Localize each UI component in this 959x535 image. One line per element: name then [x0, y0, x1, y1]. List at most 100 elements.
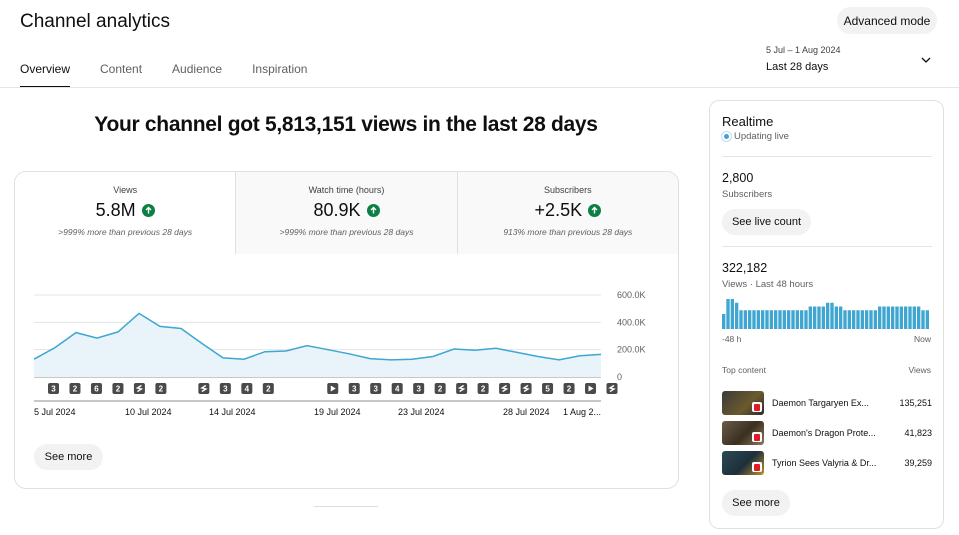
shorts-icon [522, 384, 530, 393]
realtime-bar-chart[interactable] [722, 299, 932, 329]
marker-count: 2 [159, 385, 164, 394]
realtime-bar [886, 306, 890, 329]
video-title: Daemon's Dragon Prote... [772, 428, 876, 438]
date-range-picker[interactable]: 5 Jul – 1 Aug 2024 Last 28 days [766, 45, 841, 73]
views-chart[interactable]: 600.0K 400.0K 200.0K 0 3 2 6 2 2 3 4 2 3 3 4 3 2 2 5 2 5 Jul… [15, 172, 679, 442]
metric-tab-watch-time[interactable]: Watch time (hours) 80.9K >999% more than… [235, 172, 457, 254]
live-dot-icon [721, 131, 732, 142]
shorts-badge-icon [752, 462, 762, 472]
metric-tab-views[interactable]: Views 5.8M >999% more than previous 28 d… [15, 172, 236, 254]
metric-value: +2.5K [534, 200, 583, 220]
metric-delta: >999% more than previous 28 days [279, 227, 414, 237]
metric-delta: 913% more than previous 28 days [503, 227, 633, 237]
realtime-bar [778, 310, 782, 329]
realtime-bar [774, 310, 778, 329]
marker-box [219, 383, 231, 394]
arrow-up-icon [141, 204, 155, 217]
marker-count: 2 [481, 385, 486, 394]
realtime-bar [752, 310, 756, 329]
tab-content[interactable]: Content [100, 62, 143, 76]
marker-box [155, 383, 167, 394]
scroll-indicator [314, 506, 378, 507]
realtime-bar [912, 306, 916, 329]
realtime-bar [756, 310, 760, 329]
publish-count-marker: 3 [48, 383, 59, 394]
realtime-bar [769, 310, 773, 329]
realtime-title: Realtime [722, 114, 774, 129]
tab-overview[interactable]: Overview [20, 62, 71, 88]
publish-count-marker: 5 [542, 383, 554, 394]
y-tick-label: 600.0K [617, 290, 646, 300]
tab-audience[interactable]: Audience [172, 62, 223, 76]
tab-inspiration[interactable]: Inspiration [252, 62, 308, 76]
realtime-bar [795, 310, 799, 329]
x-tick-label: 23 Jul 2024 [398, 407, 445, 417]
realtime-bar [748, 310, 752, 329]
publish-count-marker: 2 [434, 383, 446, 394]
bar-axis-start: -48 h [722, 334, 742, 344]
top-content-label: Top content [722, 365, 766, 375]
x-tick-label: 10 Jul 2024 [125, 407, 172, 417]
shorts-marker-icon [198, 383, 210, 394]
top-content-row[interactable]: Daemon's Dragon Prote... 41,823 [722, 421, 932, 445]
video-views: 135,251 [899, 398, 932, 408]
see-more-button[interactable]: See more [34, 444, 103, 470]
metric-tab-subscribers[interactable]: Subscribers +2.5K 913% more than previou… [456, 172, 678, 254]
marker-box [434, 383, 446, 394]
realtime-bar [726, 299, 730, 329]
realtime-bar [800, 310, 804, 329]
realtime-bar [765, 310, 769, 329]
marker-box [69, 383, 81, 394]
realtime-see-more-button[interactable]: See more [722, 490, 790, 516]
realtime-bar [869, 310, 873, 329]
date-range-label: Last 28 days [766, 61, 829, 73]
marker-box [90, 383, 102, 394]
shorts-marker-icon [606, 383, 618, 394]
top-content-row[interactable]: Tyrion Sees Valyria & Dr... 39,259 [722, 451, 932, 475]
realtime-bar [821, 306, 825, 329]
publish-count-marker: 3 [413, 383, 425, 394]
top-content-row[interactable]: Daemon Targaryen Ex... 135,251 [722, 391, 932, 415]
advanced-mode-button[interactable]: Advanced mode [837, 7, 937, 34]
chevron-down-icon[interactable] [920, 54, 932, 66]
realtime-bar [730, 299, 734, 329]
y-tick-label: 200.0K [617, 345, 646, 355]
realtime-bar [847, 310, 851, 329]
video-marker-icon [327, 383, 339, 394]
y-tick-label: 0 [617, 372, 622, 382]
video-thumbnail [722, 451, 764, 475]
realtime-bar [891, 306, 895, 329]
arrow-up-icon [588, 204, 602, 217]
video-views: 41,823 [904, 428, 932, 438]
overview-card: Views 5.8M >999% more than previous 28 d… [14, 171, 679, 489]
play-icon [330, 385, 336, 392]
realtime-bar [921, 310, 925, 329]
publish-count-marker: 2 [262, 383, 274, 394]
realtime-bar [735, 302, 739, 329]
see-live-count-button[interactable]: See live count [722, 209, 811, 235]
subscribers-label: Subscribers [722, 189, 773, 200]
shorts-marker-icon [520, 383, 532, 394]
metric-label: Views [113, 185, 138, 195]
marker-box [262, 383, 274, 394]
x-tick-label: 19 Jul 2024 [314, 407, 361, 417]
realtime-bar [860, 310, 864, 329]
views-column-label: Views [908, 365, 931, 375]
realtime-bar [899, 306, 903, 329]
publish-count-marker: 4 [391, 383, 403, 394]
marker-box [112, 383, 124, 394]
headline: Your channel got 5,813,151 views in the … [94, 113, 598, 136]
realtime-bar [791, 310, 795, 329]
metric-value: 5.8M [95, 200, 136, 220]
realtime-bar [808, 306, 812, 329]
tab-bar: Overview Content Audience Inspiration [20, 62, 337, 88]
video-views: 39,259 [904, 458, 932, 468]
marker-box [348, 383, 360, 394]
marker-count: 3 [373, 385, 378, 394]
realtime-card: Realtime Updating live 2,800 Subscribers… [709, 100, 944, 529]
publish-count-marker: 2 [155, 383, 167, 394]
realtime-bar [813, 306, 817, 329]
live-status: Updating live [721, 131, 789, 142]
page-title: Channel analytics [20, 11, 170, 32]
marker-count: 2 [116, 385, 121, 394]
